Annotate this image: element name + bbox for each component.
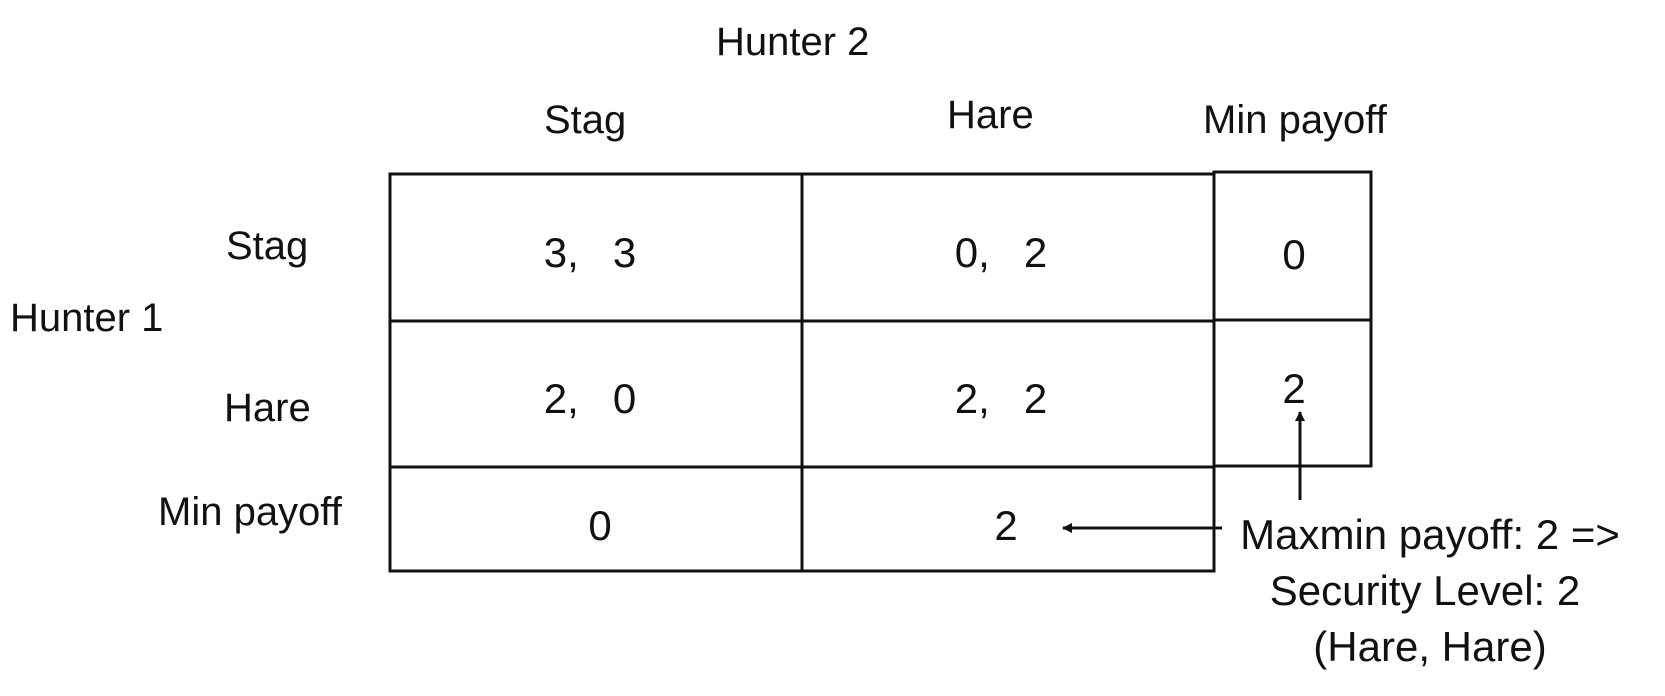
player2-payoff: 2 bbox=[1023, 229, 1048, 276]
row-header-stag: Stag bbox=[226, 224, 309, 268]
column-min-payoff-hare: 2 bbox=[994, 502, 1018, 549]
column-min-payoff-stag: 0 bbox=[588, 502, 612, 549]
player1-payoff: 2, bbox=[954, 375, 990, 422]
maxmin-annotation-line3: (Hare, Hare) bbox=[1313, 623, 1547, 670]
player2-payoff: 0 bbox=[612, 375, 637, 422]
column-header-min-payoff: Min payoff bbox=[1203, 98, 1387, 142]
player1-payoff: 2, bbox=[543, 375, 579, 422]
payoff-cell-hare-stag: 2, 0 bbox=[544, 378, 636, 420]
player2-payoff: 2 bbox=[1023, 375, 1048, 422]
column-header-stag: Stag bbox=[544, 98, 627, 142]
payoff-cell-hare-hare: 2, 2 bbox=[955, 378, 1047, 420]
row-min-payoff-hare: 2 bbox=[1282, 365, 1306, 412]
row-player-label: Hunter 1 bbox=[10, 296, 164, 340]
maxmin-annotation-line2: Security Level: 2 bbox=[1269, 567, 1581, 614]
player2-payoff: 3 bbox=[612, 229, 637, 276]
payoff-cell-stag-stag: 3, 3 bbox=[544, 232, 636, 274]
column-player-label: Hunter 2 bbox=[716, 20, 870, 64]
player1-payoff: 0, bbox=[954, 229, 990, 276]
payoff-cell-stag-hare: 0, 2 bbox=[955, 232, 1047, 274]
row-min-payoff-stag: 0 bbox=[1282, 231, 1306, 278]
maxmin-annotation-line1: Maxmin payoff: 2 => bbox=[1240, 511, 1620, 558]
row-header-min-payoff: Min payoff bbox=[158, 490, 342, 534]
column-header-hare: Hare bbox=[947, 93, 1034, 137]
row-header-hare: Hare bbox=[224, 386, 311, 430]
player1-payoff: 3, bbox=[543, 229, 579, 276]
